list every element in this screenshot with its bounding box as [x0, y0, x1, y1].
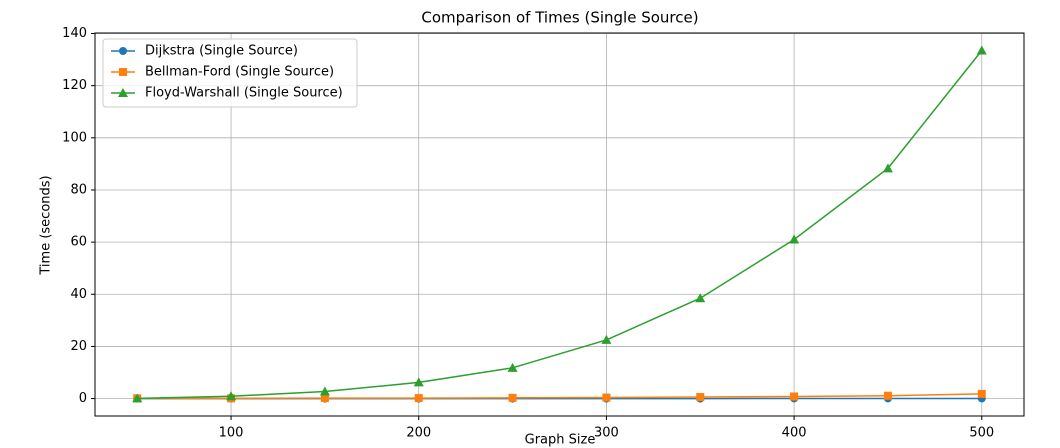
legend-label: Bellman-Ford (Single Source) — [145, 65, 334, 80]
marker — [319, 386, 330, 396]
legend-box — [102, 38, 358, 108]
marker — [226, 391, 237, 401]
marker — [601, 334, 612, 344]
chart-title: Comparison of Times (Single Source) — [421, 9, 698, 27]
marker — [119, 47, 127, 55]
y-tick-label: 40 — [70, 287, 87, 302]
series-line — [137, 393, 982, 400]
marker — [695, 293, 706, 303]
y-tick-label: 80 — [70, 182, 87, 197]
marker — [790, 392, 799, 401]
marker — [882, 163, 893, 173]
marker — [977, 389, 986, 398]
marker — [118, 88, 128, 97]
marker — [414, 394, 423, 403]
legend-label: Floyd-Warshall (Single Source) — [145, 86, 343, 101]
x-tick-label: 400 — [782, 426, 807, 441]
marker — [413, 377, 424, 387]
legend-label: Dijkstra (Single Source) — [145, 44, 298, 59]
x-tick-label: 500 — [969, 426, 994, 441]
marker — [320, 394, 329, 403]
marker — [508, 393, 517, 402]
y-tick-label: 100 — [62, 130, 87, 145]
marker — [602, 393, 611, 402]
x-tick-label: 100 — [219, 426, 244, 441]
marker — [119, 68, 127, 76]
marker — [696, 393, 705, 402]
y-tick-label: 120 — [62, 78, 87, 93]
marker — [507, 362, 518, 372]
marker — [883, 391, 892, 400]
x-axis-label: Graph Size — [525, 433, 596, 448]
y-tick-label: 20 — [70, 339, 87, 354]
series-line — [137, 50, 983, 400]
marker — [132, 393, 143, 403]
x-tick-label: 300 — [594, 426, 619, 441]
x-tick-label: 200 — [406, 426, 431, 441]
marker — [789, 234, 800, 244]
plot-frame — [94, 32, 1025, 417]
y-axis-label: Time (seconds) — [39, 175, 54, 275]
y-tick-label: 140 — [62, 26, 87, 41]
marker — [976, 45, 987, 55]
y-tick-label: 0 — [79, 391, 87, 406]
y-tick-label: 60 — [70, 235, 87, 250]
